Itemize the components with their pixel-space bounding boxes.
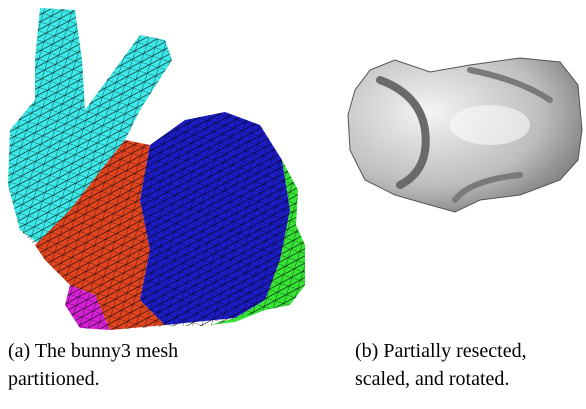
- resected-bunny: [348, 58, 582, 212]
- mesh-overlay: [8, 8, 305, 330]
- figure-images: [0, 0, 586, 330]
- caption-line: scaled, and rotated.: [355, 365, 527, 393]
- figure-page: (a) The bunny3 mesh partitioned. (b) Par…: [0, 0, 586, 409]
- caption-line: (a) The bunny3 mesh: [8, 337, 178, 365]
- caption-b: (b) Partially resected, scaled, and rota…: [355, 337, 527, 393]
- bunny-highlight: [450, 105, 530, 145]
- caption-line: partitioned.: [8, 365, 178, 393]
- caption-line: (b) Partially resected,: [355, 337, 527, 365]
- bunny-mesh: [8, 8, 305, 330]
- caption-a: (a) The bunny3 mesh partitioned.: [8, 337, 178, 393]
